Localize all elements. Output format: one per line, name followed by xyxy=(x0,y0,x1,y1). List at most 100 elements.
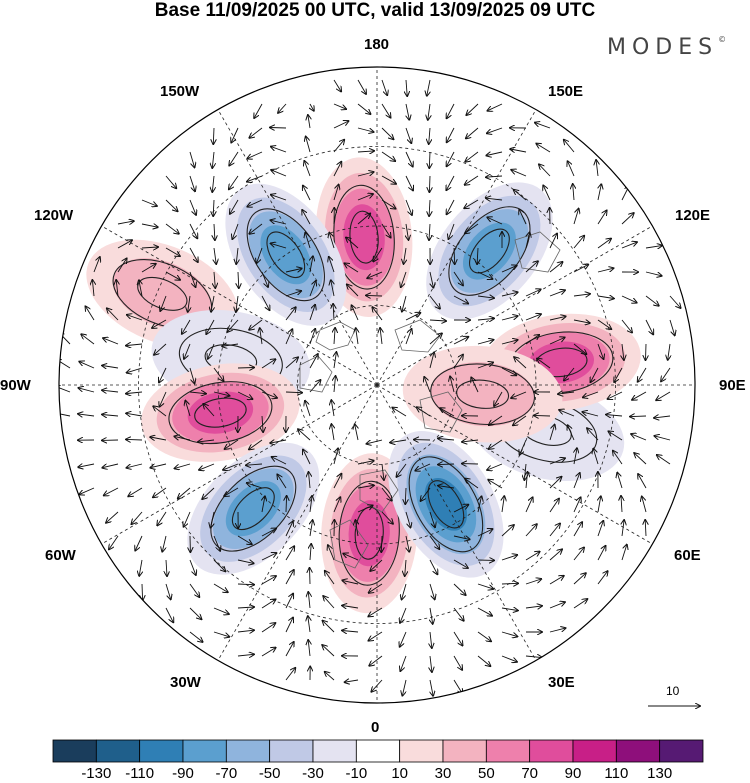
wind-arrow xyxy=(477,363,493,369)
wind-arrow xyxy=(614,367,623,382)
wind-arrow xyxy=(621,295,637,303)
wind-arrow xyxy=(184,511,191,527)
wind-arrow xyxy=(447,151,455,166)
wind-arrow xyxy=(285,522,293,537)
wind-arrow xyxy=(303,450,311,465)
wind-arrow xyxy=(429,583,435,599)
wind-arrow xyxy=(249,319,263,330)
wind-arrow xyxy=(573,209,579,225)
wind-arrow xyxy=(214,247,216,264)
wind-arrow xyxy=(501,316,518,321)
colorbar-swatch xyxy=(659,739,704,763)
wind-arrow xyxy=(323,596,335,609)
wind-arrow xyxy=(453,295,468,304)
wind-arrow xyxy=(477,529,492,537)
wind-arrow xyxy=(430,655,432,672)
wind-arrow xyxy=(261,295,270,310)
wind-arrow xyxy=(537,359,551,369)
wind-arrow xyxy=(525,261,538,273)
wind-arrow xyxy=(213,127,214,144)
wind-arrow xyxy=(381,151,395,161)
colorbar-swatch xyxy=(182,739,227,763)
wind-arrow xyxy=(346,238,359,249)
anomaly-field xyxy=(86,157,641,614)
wind-arrow xyxy=(668,343,670,360)
wind-arrow xyxy=(285,570,294,585)
wind-arrow xyxy=(309,281,316,297)
wind-arrow xyxy=(237,368,254,369)
wind-arrow xyxy=(486,198,503,200)
wind-arrow xyxy=(189,199,196,215)
wind-arrow xyxy=(333,304,334,321)
wind-arrow xyxy=(453,607,464,621)
wind-arrow xyxy=(306,137,311,153)
wind-arrow xyxy=(189,631,203,642)
wind-arrow xyxy=(539,164,551,177)
wind-arrow xyxy=(308,640,310,657)
wind-arrow xyxy=(510,149,527,152)
colorbar-swatch xyxy=(269,739,314,763)
wind-arrow xyxy=(237,560,254,563)
wind-arrow xyxy=(392,408,407,417)
wind-arrow xyxy=(334,328,335,345)
wind-arrow xyxy=(212,151,214,168)
wind-arrow xyxy=(270,128,287,129)
wind-arrow xyxy=(331,400,334,417)
wind-arrow xyxy=(381,511,393,524)
streamline-loop xyxy=(231,487,275,531)
wind-arrow xyxy=(213,559,225,571)
wind-arrow xyxy=(106,511,119,523)
wind-arrow xyxy=(308,616,310,633)
wind-arrow xyxy=(446,175,455,190)
wind-arrow xyxy=(331,424,334,441)
wind-arrow xyxy=(141,264,156,273)
wind-arrow xyxy=(347,285,359,297)
colorbar-swatch xyxy=(355,739,401,763)
lon-label-0: 0 xyxy=(371,719,380,736)
wind-arrow xyxy=(117,221,134,224)
wind-arrow xyxy=(213,607,229,614)
wind-arrow xyxy=(501,608,518,611)
wind-arrow xyxy=(162,535,167,552)
wind-arrow xyxy=(79,487,95,494)
wind-arrow xyxy=(188,295,190,312)
wind-arrow xyxy=(462,440,479,442)
wind-arrow xyxy=(573,236,584,249)
wind-arrow xyxy=(157,511,167,525)
wind-arrow xyxy=(429,223,430,240)
meridian-line xyxy=(217,109,378,386)
streamline-loop xyxy=(430,363,536,426)
wind-arrow xyxy=(621,545,627,561)
wind-arrow xyxy=(352,305,359,321)
wind-arrow xyxy=(285,594,293,609)
colorbar-swatch xyxy=(52,739,97,763)
wind-arrow xyxy=(429,353,434,369)
wind-arrow xyxy=(621,242,637,249)
wind-arrow xyxy=(488,480,503,489)
colorbar-swatch xyxy=(572,739,617,763)
wind-arrow xyxy=(597,239,611,249)
wind-arrow xyxy=(261,599,276,609)
wind-arrow xyxy=(669,295,681,308)
wind-arrow xyxy=(549,477,561,489)
wind-arrow xyxy=(477,655,490,666)
wind-arrow xyxy=(237,535,252,544)
wind-arrow xyxy=(104,487,119,495)
wind-arrow xyxy=(261,529,276,537)
colorbar-swatch xyxy=(529,739,574,763)
wind-arrow xyxy=(333,162,341,177)
wind-arrow xyxy=(126,439,143,440)
wind-arrow xyxy=(438,486,455,488)
colorbar-swatch xyxy=(225,739,271,763)
wind-arrow xyxy=(166,559,167,576)
reference-vector-label: 10 xyxy=(666,684,680,698)
streamline-loop xyxy=(194,397,247,428)
wind-arrow xyxy=(597,343,604,359)
wind-arrow xyxy=(325,672,335,681)
wind-arrow xyxy=(536,144,551,153)
wind-arrow xyxy=(285,668,295,681)
wind-arrow xyxy=(573,599,587,609)
wind-arrow xyxy=(449,223,455,239)
wind-arrow xyxy=(310,256,313,273)
